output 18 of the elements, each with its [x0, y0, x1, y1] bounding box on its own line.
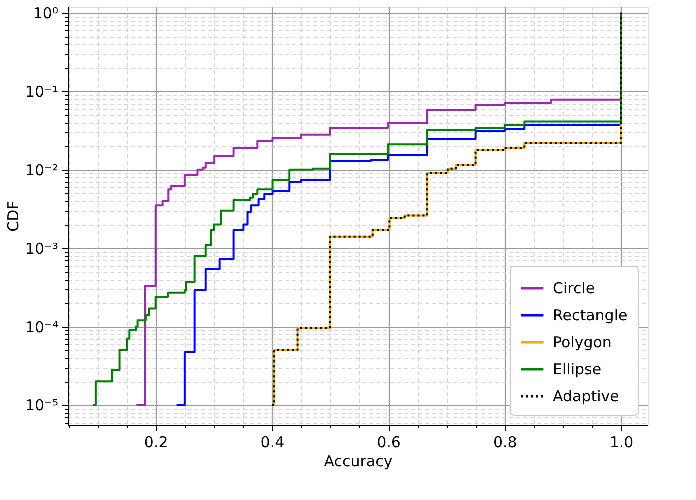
legend-label: Circle: [553, 280, 596, 298]
y-tick-label: 10⁰: [33, 4, 58, 22]
x-tick-label: 0.6: [377, 434, 401, 452]
x-tick-label: 0.4: [260, 434, 285, 452]
y-tick-label: 10⁻²: [25, 161, 58, 180]
y-tick-label: 10⁻¹: [25, 82, 58, 101]
legend-label: Ellipse: [553, 360, 602, 378]
y-tick-label: 10⁻⁴: [25, 318, 58, 336]
y-tick-label: 10⁻⁵: [25, 396, 58, 415]
x-tick-label: 1.0: [610, 434, 634, 452]
x-tick-label: 0.2: [144, 434, 168, 452]
x-tick-label: 0.8: [493, 434, 518, 452]
legend-label: Polygon: [553, 334, 612, 352]
y-axis-title: CDF: [4, 201, 22, 232]
y-tick-label: 10⁻³: [25, 240, 58, 258]
legend-label: Adaptive: [553, 388, 620, 406]
x-axis-title: Accuracy: [324, 452, 393, 470]
legend-label: Rectangle: [553, 306, 628, 324]
